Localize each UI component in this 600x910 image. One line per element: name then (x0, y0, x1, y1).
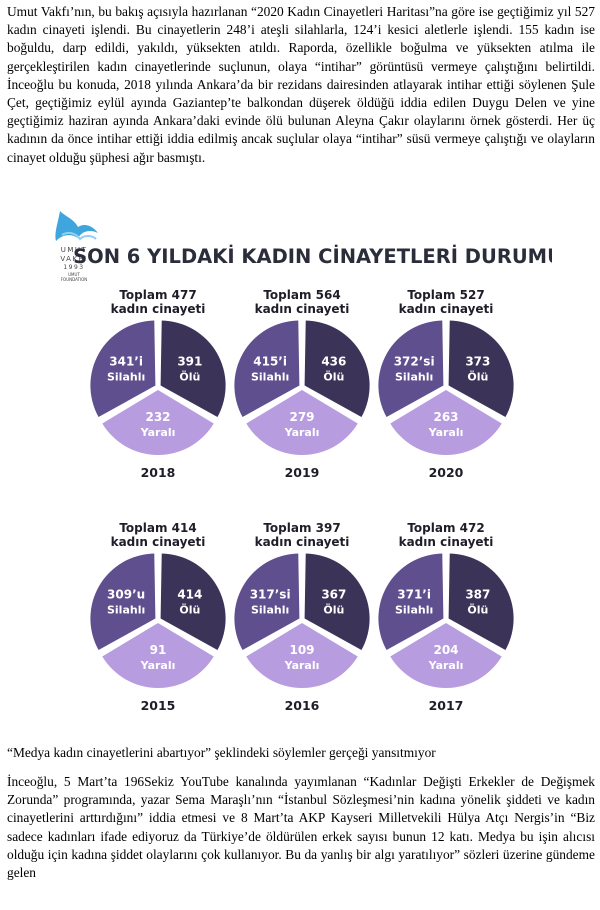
pie-slice-firearm (378, 553, 444, 651)
pie-slice-caption: Yaralı (428, 659, 464, 672)
intro-paragraph: Umut Vakfı’nın, bu bakış açısıyla hazırl… (7, 4, 595, 165)
pie-year-label: 2019 (285, 465, 320, 480)
pie-year-label: 2015 (141, 698, 176, 713)
pie-slice-value: 415’i (253, 355, 287, 369)
logo-text-foundation: FOUNDATION (61, 277, 88, 282)
pie-slice-value: 371’i (397, 588, 431, 602)
pie-slice-firearm (90, 320, 156, 418)
pie-total-label: Toplam 472 (407, 521, 484, 535)
pie-slice-value: 367 (321, 588, 346, 602)
pie-slice-caption: Ölü (323, 603, 344, 617)
pie-slice-caption: Ölü (323, 370, 344, 384)
pie-slice-caption: Yaralı (284, 659, 320, 672)
pie-slice-value: 373 (465, 355, 490, 369)
pie-slice-value: 341’i (109, 355, 143, 369)
pie-slice-wounded (246, 390, 358, 455)
pie-subtitle: kadın cinayeti (399, 302, 494, 316)
pie-total-label: Toplam 477 (119, 288, 196, 302)
infographic-title: SON 6 YILDAKİ KADIN CİNAYETLERİ DURUMU (73, 244, 552, 268)
pie-slice-dead (448, 553, 514, 651)
pie-slice-dead (304, 553, 370, 651)
pie-slice-wounded (246, 623, 358, 688)
pie-slice-wounded (102, 390, 214, 455)
pie-slice-wounded (390, 390, 502, 455)
pie-subtitle: kadın cinayeti (399, 535, 494, 549)
logo-text-umut: UMUT (61, 246, 88, 254)
pie-slice-caption: Ölü (179, 370, 200, 384)
pie-total-label: Toplam 564 (263, 288, 340, 302)
femicide-infographic: UMUT VAKFI 1993 UMUT FOUNDATION SON 6 YI… (48, 205, 563, 725)
quote-heading: “Medya kadın cinayetlerini abartıyor” şe… (7, 745, 436, 760)
pie-slice-value: 372’si (394, 355, 435, 369)
pie-slice-value: 317’si (250, 588, 291, 602)
pie-slice-firearm (90, 553, 156, 651)
logo-text-year: 1993 (63, 264, 84, 271)
pie-slice-value: 436 (321, 355, 346, 369)
logo-text-vakfi: VAKFI (60, 255, 87, 263)
closing-paragraph: İnceoğlu, 5 Mart’ta 196Sekiz YouTube kan… (7, 774, 595, 881)
pie-slice-value: 387 (465, 588, 490, 602)
logo-text-umut-small: UMUT (68, 272, 80, 277)
pie-year-label: 2018 (141, 465, 176, 480)
pie-slice-value: 204 (433, 643, 458, 657)
pie-slice-caption: Ölü (467, 603, 488, 617)
pie-slice-caption: Yaralı (284, 426, 320, 439)
pie-total-label: Toplam 414 (119, 521, 196, 535)
pie-slice-value: 414 (177, 588, 202, 602)
pie-slice-dead (304, 320, 370, 418)
pie-subtitle: kadın cinayeti (255, 302, 350, 316)
pie-slice-value: 279 (289, 410, 314, 424)
pie-slice-dead (160, 553, 226, 651)
pie-slice-firearm (378, 320, 444, 418)
pie-slice-value: 91 (150, 643, 167, 657)
infographic-canvas: UMUT VAKFI 1993 UMUT FOUNDATION SON 6 YI… (55, 211, 563, 713)
pie-subtitle: kadın cinayeti (111, 535, 206, 549)
pie-slice-firearm (234, 553, 300, 651)
pie-slice-wounded (102, 623, 214, 688)
pie-slice-value: 309’u (107, 588, 145, 602)
pie-slice-caption: Ölü (467, 370, 488, 384)
pie-slice-wounded (390, 623, 502, 688)
pie-total-label: Toplam 527 (407, 288, 484, 302)
pie-slice-value: 232 (145, 410, 170, 424)
pie-slice-caption: Silahlı (251, 604, 289, 617)
pie-slice-dead (448, 320, 514, 418)
pie-slice-caption: Silahlı (107, 604, 145, 617)
pie-slice-dead (160, 320, 226, 418)
pie-slice-caption: Ölü (179, 603, 200, 617)
pie-slice-caption: Yaralı (140, 659, 176, 672)
pie-slice-caption: Silahlı (251, 371, 289, 384)
pie-slice-value: 109 (289, 643, 314, 657)
pie-year-label: 2017 (429, 698, 464, 713)
pie-slice-caption: Yaralı (140, 426, 176, 439)
pie-slice-value: 263 (433, 410, 458, 424)
pie-slice-caption: Silahlı (107, 371, 145, 384)
pie-slice-caption: Yaralı (428, 426, 464, 439)
pie-subtitle: kadın cinayeti (255, 535, 350, 549)
pie-slice-caption: Silahlı (395, 604, 433, 617)
umut-logo: UMUT VAKFI 1993 UMUT FOUNDATION (55, 211, 98, 282)
pie-year-label: 2016 (285, 698, 320, 713)
logo-wave-mark-inner (61, 231, 97, 241)
pie-year-label: 2020 (429, 465, 464, 480)
pie-subtitle: kadın cinayeti (111, 302, 206, 316)
pie-slice-value: 391 (177, 355, 202, 369)
pie-slice-caption: Silahlı (395, 371, 433, 384)
pie-slice-firearm (234, 320, 300, 418)
pie-total-label: Toplam 397 (263, 521, 340, 535)
